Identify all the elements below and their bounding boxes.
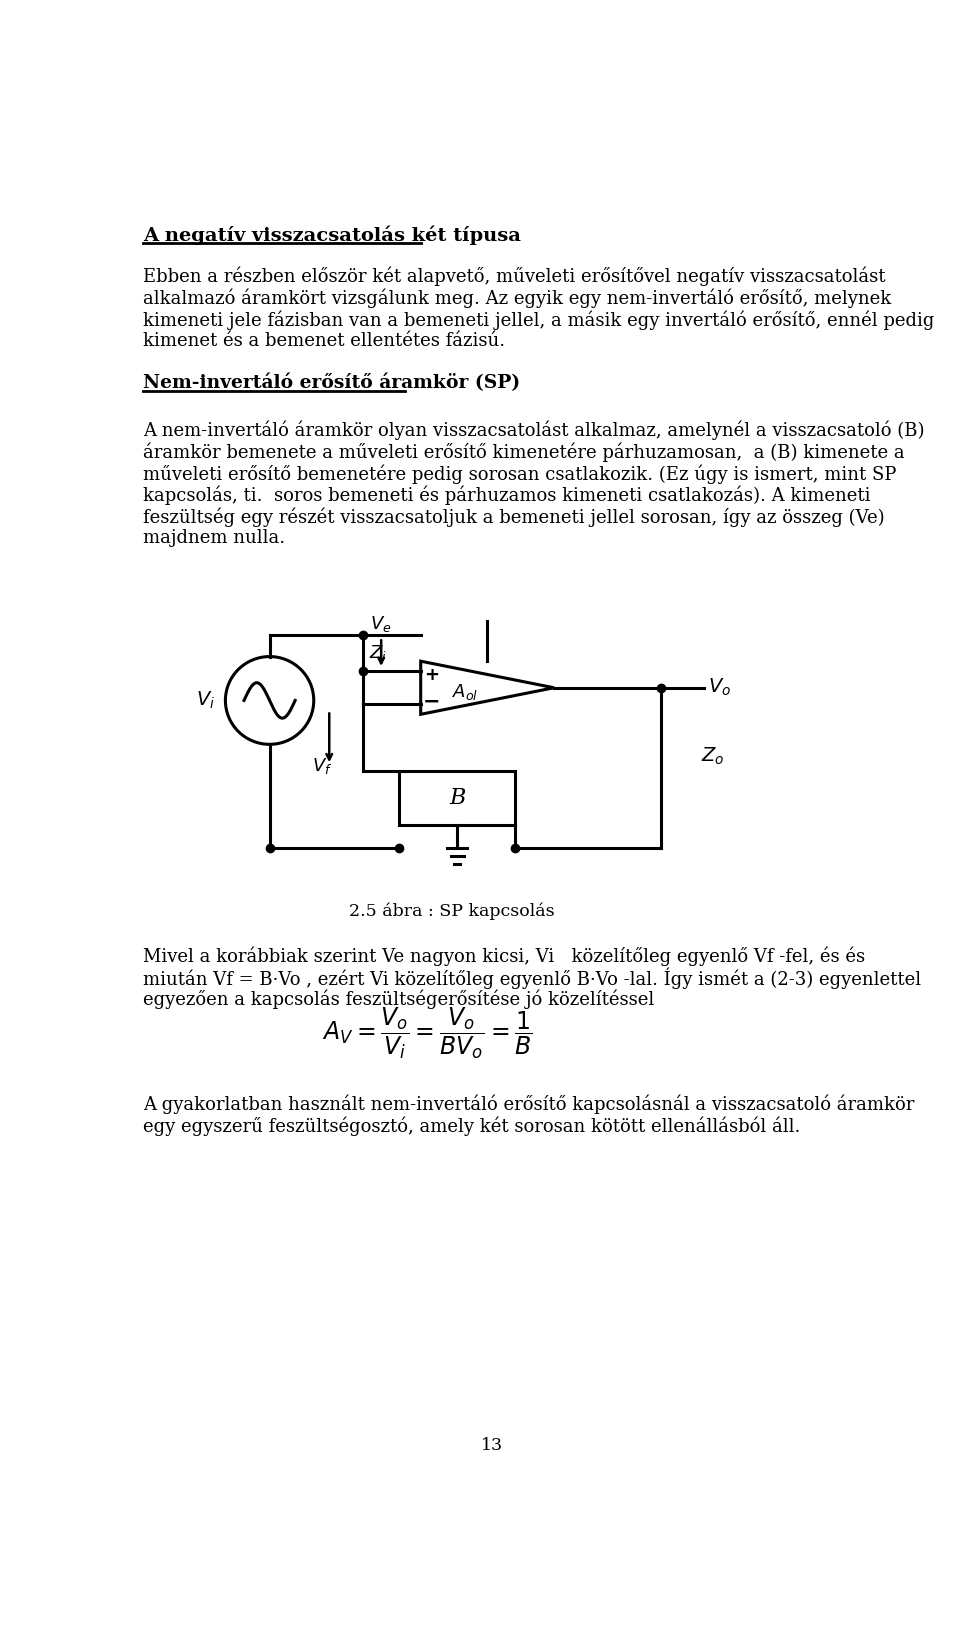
Text: majdnem nulla.: majdnem nulla. [143, 529, 285, 547]
Text: alkalmazó áramkört vizsgálunk meg. Az egyik egy nem-invertáló erősítő, melynek: alkalmazó áramkört vizsgálunk meg. Az eg… [143, 288, 892, 308]
Text: A gyakorlatban használt nem-invertáló erősítő kapcsolásnál a visszacsatoló áramk: A gyakorlatban használt nem-invertáló er… [143, 1095, 915, 1113]
Text: $V_f$: $V_f$ [312, 756, 332, 776]
Text: A negatív visszacsatolás két típusa: A negatív visszacsatolás két típusa [143, 226, 521, 245]
Text: miután Vf = B·Vo , ezért Vi közelítőleg egyenlő B·Vo -lal. Így ismét a (2-3) egy: miután Vf = B·Vo , ezért Vi közelítőleg … [143, 968, 922, 990]
Text: A nem-invertáló áramkör olyan visszacsatolást alkalmaz, amelynél a visszacsatoló: A nem-invertáló áramkör olyan visszacsat… [143, 422, 924, 440]
Text: Mivel a korábbiak szerint Ve nagyon kicsi, Vi   közelítőleg egyenlő Vf -fel, és : Mivel a korábbiak szerint Ve nagyon kics… [143, 945, 865, 965]
Text: 2.5 ábra : SP kapcsolás: 2.5 ábra : SP kapcsolás [348, 903, 554, 919]
Text: $A_{ol}$: $A_{ol}$ [452, 682, 479, 702]
Text: $Z_i$: $Z_i$ [369, 642, 387, 662]
Bar [399, 771, 516, 825]
Text: B: B [449, 787, 466, 809]
Text: −: − [422, 692, 441, 712]
Text: $Z_o$: $Z_o$ [701, 744, 725, 766]
Text: Ebben a részben először két alapvető, műveleti erősítővel negatív visszacsatolás: Ebben a részben először két alapvető, mű… [143, 267, 886, 287]
Text: kapcsolás, ti.  soros bemeneti és párhuzamos kimeneti csatlakozás). A kimeneti: kapcsolás, ti. soros bemeneti és párhuza… [143, 486, 871, 506]
Text: egy egyszerű feszültségosztó, amely két sorosan kötött ellenállásból áll.: egy egyszerű feszültségosztó, amely két … [143, 1117, 801, 1136]
Text: műveleti erősítő bemenetére pedig sorosan csatlakozik. (Ez úgy is ismert, mint S: műveleti erősítő bemenetére pedig sorosa… [143, 464, 897, 484]
Text: $V_e$: $V_e$ [371, 614, 392, 634]
Text: áramkör bemenete a műveleti erősítő kimenetére párhuzamosan,  a (B) kimenete a: áramkör bemenete a műveleti erősítő kime… [143, 443, 905, 463]
Text: $V_i$: $V_i$ [196, 690, 215, 712]
Text: $V_o$: $V_o$ [708, 677, 732, 698]
Text: 13: 13 [481, 1438, 503, 1454]
Text: +: + [424, 665, 439, 684]
Text: kimeneti jele fázisban van a bemeneti jellel, a másik egy invertáló erősítő, enn: kimeneti jele fázisban van a bemeneti je… [143, 310, 935, 329]
Text: kimenet és a bemenet ellentétes fázisú.: kimenet és a bemenet ellentétes fázisú. [143, 331, 505, 349]
Text: Nem-invertáló erősítő áramkör (SP): Nem-invertáló erősítő áramkör (SP) [143, 374, 520, 392]
Text: feszültség egy részét visszacsatoljuk a bemeneti jellel sorosan, így az összeg (: feszültség egy részét visszacsatoljuk a … [143, 507, 885, 527]
Text: egyezően a kapcsolás feszültségerősítése jó közelítéssel: egyezően a kapcsolás feszültségerősítése… [143, 990, 655, 1008]
Text: $A_V = \dfrac{V_o}{V_i} = \dfrac{V_o}{BV_o} = \dfrac{1}{B}$: $A_V = \dfrac{V_o}{V_i} = \dfrac{V_o}{BV… [322, 1005, 532, 1061]
